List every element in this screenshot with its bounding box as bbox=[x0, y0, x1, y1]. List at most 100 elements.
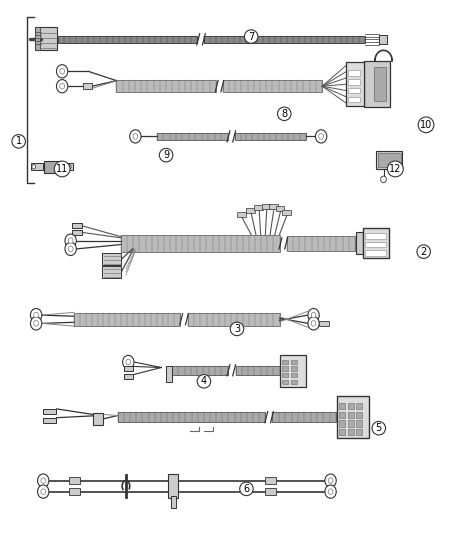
Bar bbox=[282, 373, 288, 378]
Circle shape bbox=[37, 474, 49, 487]
Bar bbox=[262, 204, 271, 209]
Circle shape bbox=[328, 478, 333, 483]
Bar bbox=[287, 236, 355, 251]
Bar bbox=[339, 411, 345, 418]
Bar bbox=[204, 36, 365, 43]
Bar bbox=[347, 429, 354, 435]
Bar bbox=[363, 228, 389, 258]
Circle shape bbox=[65, 234, 76, 247]
Circle shape bbox=[34, 321, 38, 326]
Bar bbox=[166, 366, 172, 383]
Bar bbox=[365, 242, 386, 247]
Bar bbox=[124, 366, 133, 371]
Text: 1: 1 bbox=[16, 137, 22, 147]
Bar bbox=[339, 420, 345, 426]
Text: 5: 5 bbox=[376, 423, 382, 433]
Circle shape bbox=[32, 165, 36, 169]
Bar bbox=[61, 164, 73, 170]
Bar bbox=[44, 161, 61, 173]
Circle shape bbox=[328, 489, 333, 494]
Circle shape bbox=[30, 309, 42, 322]
Bar bbox=[72, 223, 82, 228]
Bar bbox=[356, 429, 362, 435]
Bar bbox=[348, 88, 360, 93]
Bar bbox=[365, 233, 386, 239]
Bar bbox=[237, 212, 246, 217]
Bar bbox=[348, 97, 360, 102]
Circle shape bbox=[133, 134, 138, 139]
Bar bbox=[265, 488, 276, 495]
Bar bbox=[74, 312, 180, 326]
Circle shape bbox=[60, 69, 64, 74]
Bar bbox=[292, 380, 298, 384]
Bar bbox=[69, 488, 80, 495]
Bar bbox=[339, 403, 345, 409]
Bar bbox=[72, 230, 82, 235]
Bar bbox=[282, 360, 288, 364]
Bar bbox=[348, 70, 360, 76]
Bar bbox=[348, 79, 360, 85]
Bar bbox=[265, 477, 276, 484]
Bar bbox=[43, 418, 56, 423]
Bar bbox=[121, 234, 280, 252]
Bar bbox=[376, 152, 402, 169]
Bar bbox=[273, 412, 336, 422]
Bar bbox=[280, 355, 306, 387]
Bar bbox=[292, 373, 298, 378]
Bar bbox=[356, 232, 363, 254]
Bar bbox=[269, 204, 278, 209]
Text: 2: 2 bbox=[420, 247, 427, 257]
Text: 10: 10 bbox=[420, 120, 432, 130]
Bar bbox=[171, 496, 175, 508]
Text: 7: 7 bbox=[248, 32, 255, 41]
Bar bbox=[102, 253, 121, 265]
Bar bbox=[378, 154, 401, 167]
Text: 4: 4 bbox=[201, 376, 207, 387]
Circle shape bbox=[56, 80, 68, 93]
Circle shape bbox=[325, 474, 336, 487]
Circle shape bbox=[65, 242, 76, 255]
Bar bbox=[168, 474, 178, 498]
Circle shape bbox=[316, 130, 327, 143]
Bar bbox=[356, 411, 362, 418]
Circle shape bbox=[123, 356, 134, 369]
Circle shape bbox=[130, 130, 141, 143]
Text: 12: 12 bbox=[389, 164, 401, 174]
Bar bbox=[347, 411, 354, 418]
Bar bbox=[276, 206, 284, 211]
Bar bbox=[374, 67, 386, 101]
Bar bbox=[236, 366, 280, 375]
Bar bbox=[117, 80, 216, 92]
Bar bbox=[246, 208, 255, 213]
Circle shape bbox=[41, 489, 46, 494]
Bar bbox=[347, 420, 354, 426]
Bar bbox=[58, 36, 197, 43]
Text: 11: 11 bbox=[56, 164, 68, 174]
Circle shape bbox=[67, 165, 71, 169]
Circle shape bbox=[381, 176, 386, 182]
Bar bbox=[319, 321, 328, 326]
Bar bbox=[69, 477, 80, 484]
Circle shape bbox=[308, 317, 319, 330]
Bar bbox=[356, 420, 362, 426]
Bar bbox=[347, 403, 354, 409]
Bar bbox=[35, 27, 40, 50]
Bar bbox=[282, 380, 288, 384]
Circle shape bbox=[34, 312, 38, 318]
Bar bbox=[124, 374, 133, 379]
Bar bbox=[31, 164, 43, 170]
Bar bbox=[235, 133, 306, 140]
Text: 8: 8 bbox=[281, 109, 287, 119]
Text: 9: 9 bbox=[163, 150, 169, 160]
Text: 3: 3 bbox=[234, 324, 240, 334]
Circle shape bbox=[311, 312, 316, 318]
Bar bbox=[365, 250, 386, 255]
Bar bbox=[346, 62, 364, 106]
Circle shape bbox=[60, 84, 64, 89]
Bar bbox=[102, 266, 121, 278]
Text: 6: 6 bbox=[243, 484, 249, 494]
Bar bbox=[283, 210, 291, 215]
Circle shape bbox=[126, 359, 131, 365]
Circle shape bbox=[319, 134, 324, 139]
Bar bbox=[83, 84, 92, 89]
